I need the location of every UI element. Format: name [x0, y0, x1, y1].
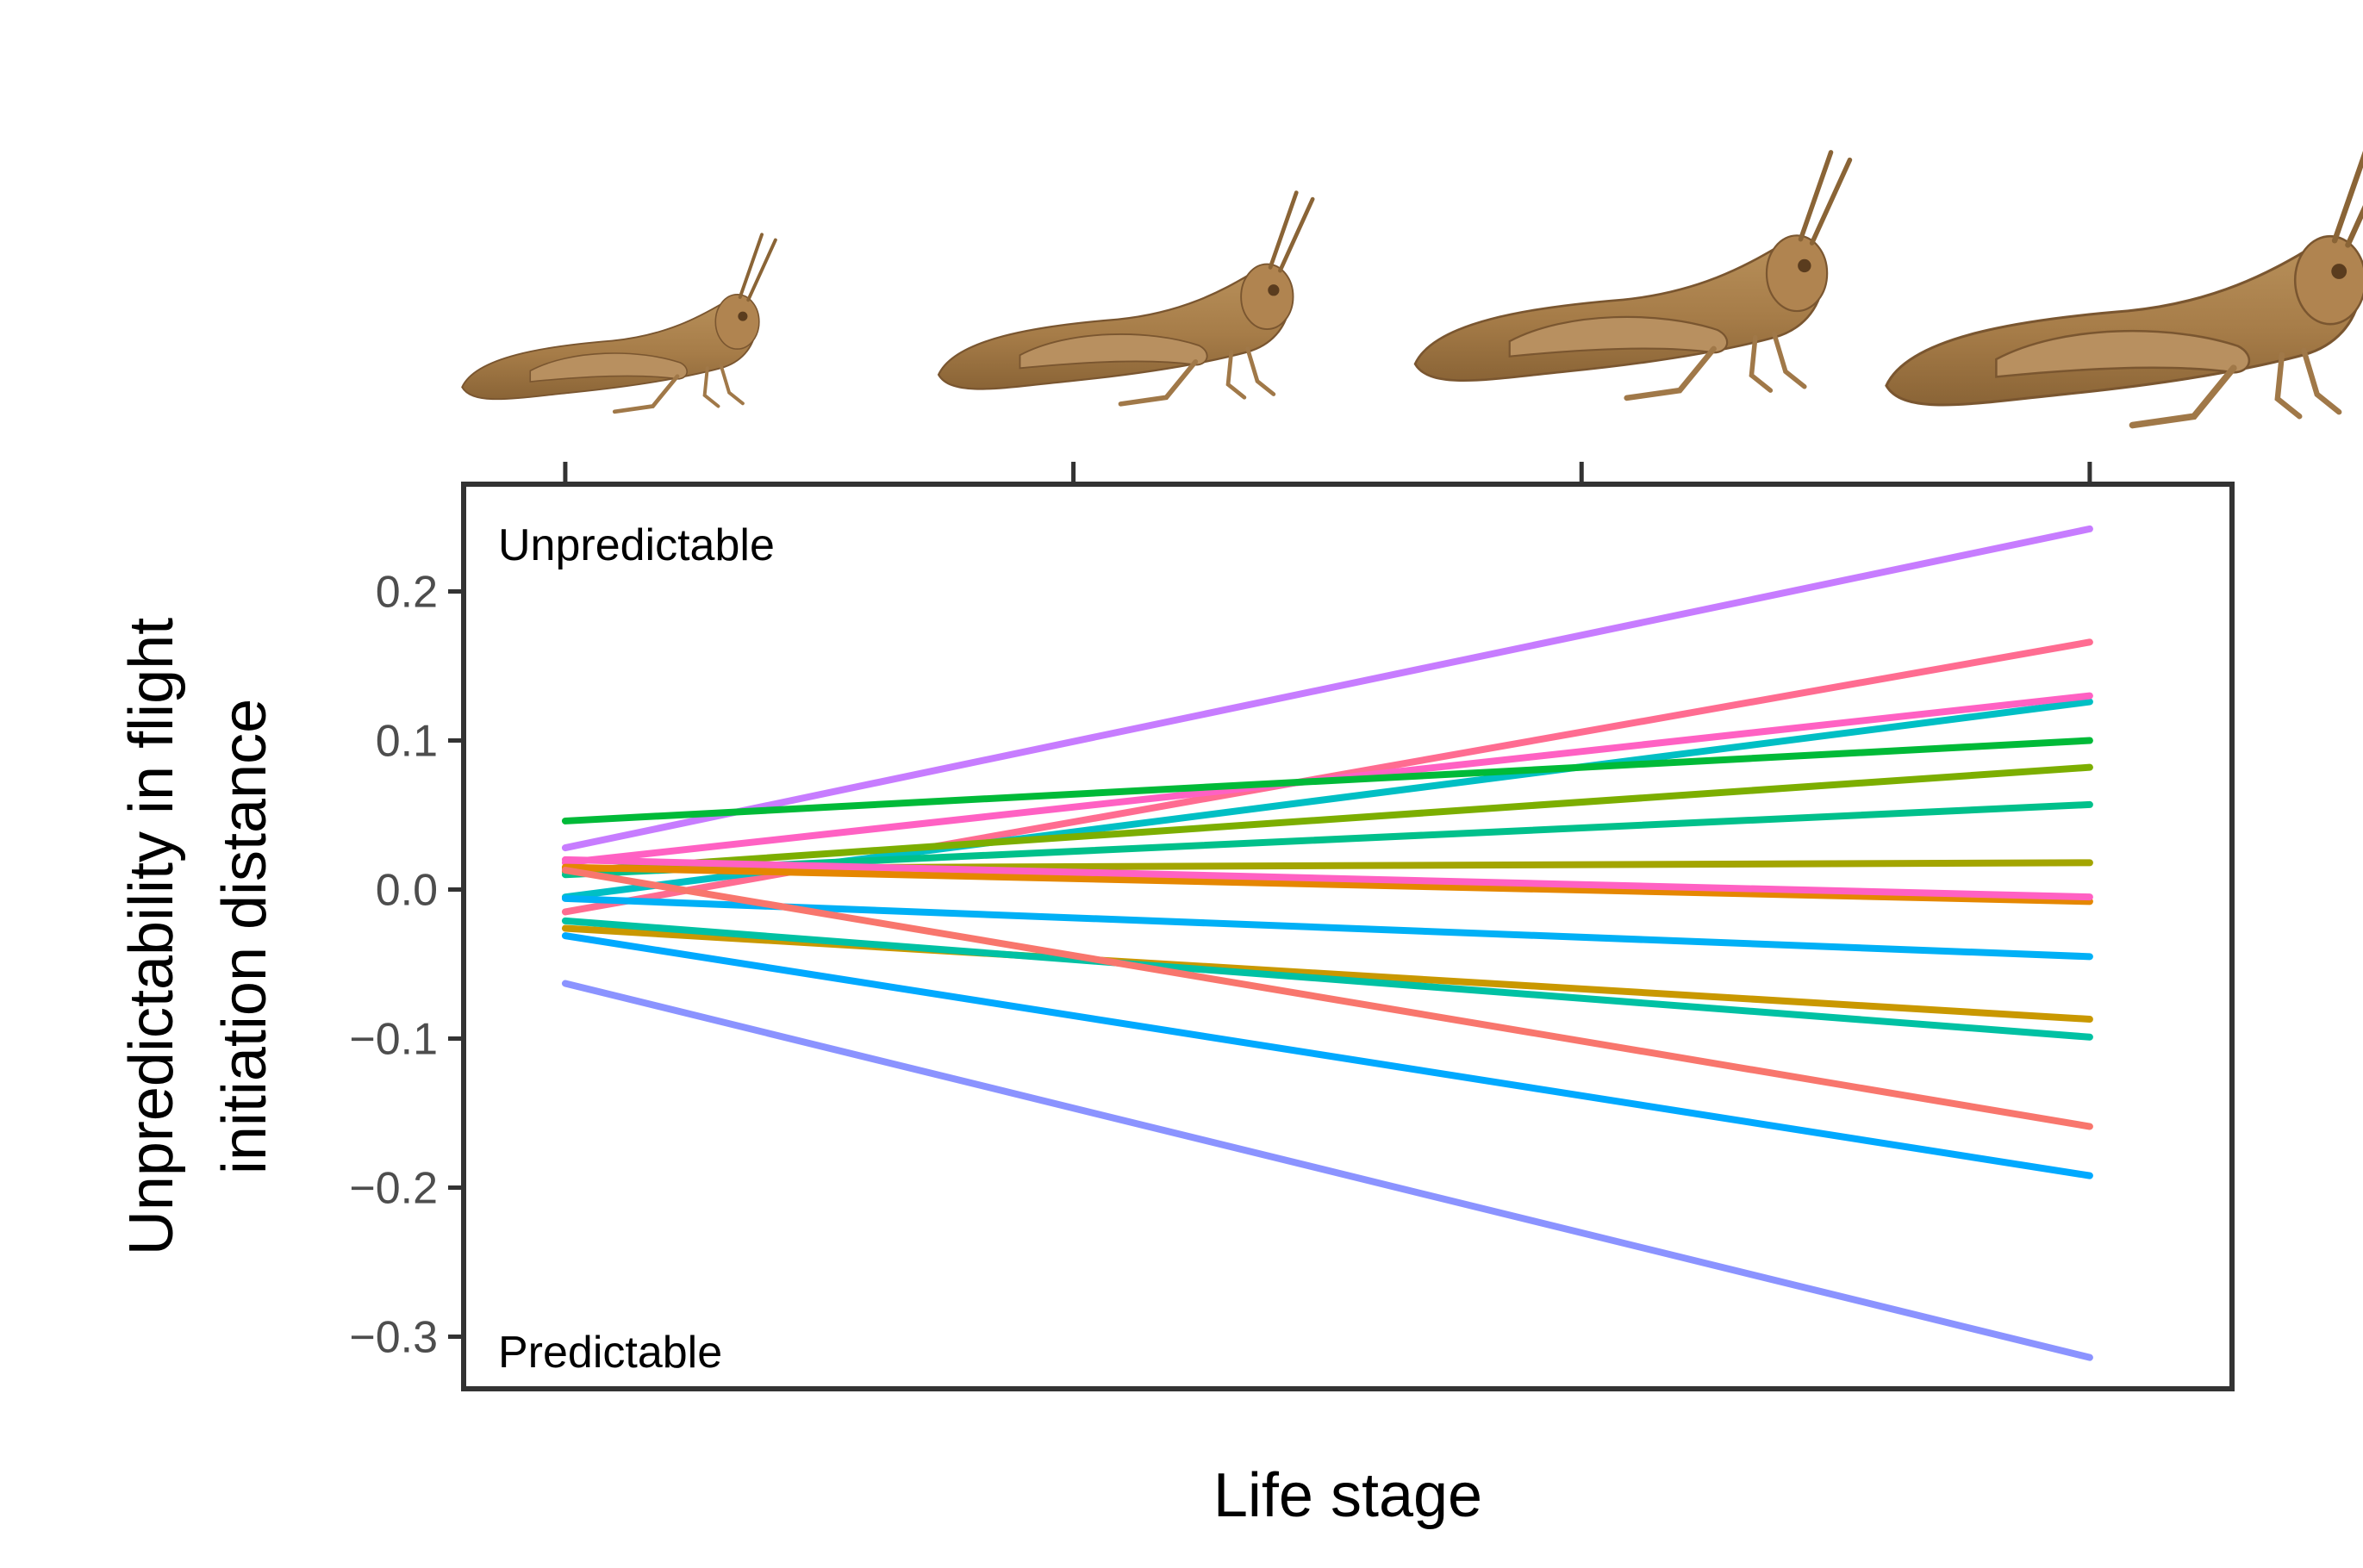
y-tick-label-0: 0.2 — [376, 568, 438, 618]
y-tick-label-2: 0.0 — [376, 866, 438, 916]
life-stage-images — [461, 150, 2363, 429]
annotation-unpredictable: Unpredictable — [498, 520, 775, 570]
grasshopper-adult-icon — [1885, 150, 2363, 429]
y-tick-label-5: −0.3 — [349, 1312, 438, 1362]
y-tick-label-3: −0.1 — [349, 1014, 438, 1064]
series-line-5 — [561, 763, 2093, 875]
series-line-15 — [561, 980, 2093, 1361]
y-axis-title: Unpredictability in flight initiation di… — [117, 618, 279, 1255]
y-axis-title-line-1: Unpredictability in flight — [117, 618, 186, 1255]
series-line-9 — [561, 856, 2093, 901]
series-line-14 — [561, 932, 2093, 1179]
x-axis-ticks — [563, 462, 2092, 484]
y-axis-title-line-2: initiation distance — [210, 699, 279, 1174]
series-line-0 — [561, 525, 2093, 852]
y-tick-label-1: 0.1 — [376, 717, 438, 767]
y-axis-ticks: 0.2 0.1 0.0 −0.1 −0.2 −0.3 — [349, 568, 464, 1362]
series-lines — [561, 525, 2093, 1361]
grasshopper-nymph-medium-icon — [937, 190, 1315, 407]
series-line-10 — [561, 894, 2093, 961]
x-axis-title: Life stage — [1213, 1461, 1482, 1530]
grasshopper-nymph-small-icon — [461, 233, 777, 414]
y-tick-label-4: −0.2 — [349, 1163, 438, 1213]
series-line-12 — [561, 917, 2093, 1041]
series-line-8 — [561, 863, 2093, 905]
series-line-4 — [561, 737, 2093, 824]
grasshopper-nymph-large-icon — [1413, 150, 1853, 401]
annotation-predictable: Predictable — [498, 1328, 722, 1378]
series-line-13 — [561, 867, 2093, 1130]
